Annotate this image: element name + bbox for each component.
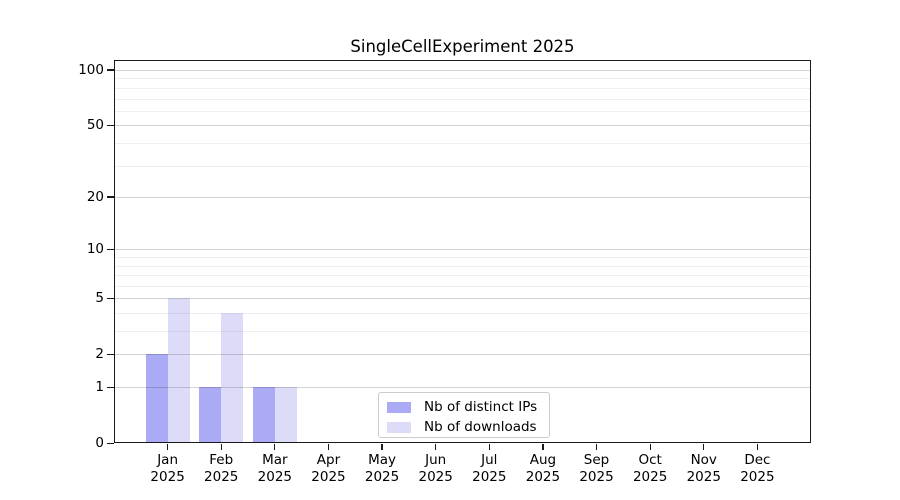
gridline-minor: [115, 165, 810, 167]
x-tick-label: Aug 2025: [525, 452, 561, 485]
legend-label-distinct-ips: Nb of distinct IPs: [424, 399, 538, 415]
y-tick-label: 10: [86, 241, 104, 258]
gridline-minor: [115, 78, 810, 80]
gridline-minor: [115, 87, 810, 89]
y-tick-label: 1: [95, 379, 104, 396]
plot-frame: [114, 59, 811, 444]
x-tick-label: Nov 2025: [686, 452, 721, 485]
bar: [221, 313, 244, 444]
gridline-minor: [115, 257, 810, 259]
gridline-major: [115, 125, 810, 127]
x-axis-tick: [488, 444, 490, 451]
gridline-minor: [115, 265, 810, 267]
gridline-minor: [115, 98, 810, 100]
y-tick-label: 20: [86, 189, 104, 206]
x-tick-label: Jan 2025: [150, 452, 185, 485]
y-tick-label: 50: [86, 117, 104, 134]
legend: Nb of distinct IPs Nb of downloads: [378, 392, 550, 438]
bar: [167, 298, 190, 444]
legend-item-downloads: Nb of downloads: [387, 418, 539, 436]
gridline-minor: [115, 275, 810, 277]
gridline-minor: [115, 331, 810, 333]
gridline-major: [115, 70, 810, 71]
x-axis-tick: [756, 444, 759, 451]
x-tick-label: Jun 2025: [418, 452, 453, 485]
x-axis-tick: [649, 444, 651, 451]
y-axis-tick: [107, 442, 114, 444]
gridline-minor: [115, 313, 810, 315]
x-tick-label: Apr 2025: [311, 452, 346, 485]
x-tick-label: Jul 2025: [472, 452, 507, 485]
gridline-major: [115, 387, 810, 389]
gridline-major: [115, 197, 810, 199]
y-axis-tick: [107, 124, 114, 126]
legend-label-downloads: Nb of downloads: [424, 419, 537, 435]
x-axis-tick: [274, 444, 276, 451]
gridline-major: [115, 354, 810, 356]
x-tick-label: Sep 2025: [579, 452, 614, 485]
x-tick-label: May 2025: [364, 452, 400, 485]
y-axis-tick: [107, 69, 114, 71]
y-axis-tick: [107, 196, 114, 198]
x-axis-tick: [595, 444, 598, 451]
x-tick-label: Feb 2025: [204, 452, 239, 485]
y-tick-label: 100: [78, 62, 104, 78]
legend-swatch-downloads: [387, 421, 411, 433]
chart-title: SingleCellExperiment 2025: [350, 37, 575, 56]
y-tick-label: 2: [95, 346, 104, 363]
x-axis-tick: [220, 444, 222, 451]
legend-item-distinct-ips: Nb of distinct IPs: [387, 398, 539, 416]
x-tick-label: Oct 2025: [632, 452, 668, 485]
y-axis-tick: [107, 297, 114, 300]
y-axis-tick: [107, 248, 114, 251]
gridline-minor: [115, 142, 810, 144]
gridline-minor: [115, 285, 810, 287]
bar: [252, 387, 275, 444]
x-axis-tick: [327, 444, 330, 451]
x-tick-label: Dec 2025: [740, 452, 775, 485]
y-tick-label: 0: [95, 435, 104, 452]
x-axis-tick: [435, 444, 437, 451]
x-axis-tick: [166, 444, 169, 451]
y-axis-tick: [107, 353, 114, 356]
y-axis-tick: [107, 386, 114, 388]
bar: [274, 387, 297, 444]
gridline-major: [115, 298, 810, 300]
x-axis-tick: [703, 444, 705, 451]
bar: [145, 354, 168, 444]
x-axis-tick: [381, 444, 383, 451]
bar: [199, 387, 222, 444]
gridline-minor: [115, 110, 810, 112]
y-tick-label: 5: [95, 290, 104, 307]
x-axis-tick: [542, 444, 544, 451]
x-tick-label: Mar 2025: [257, 452, 293, 485]
gridline-major: [115, 249, 810, 251]
legend-swatch-distinct-ips: [387, 401, 411, 413]
